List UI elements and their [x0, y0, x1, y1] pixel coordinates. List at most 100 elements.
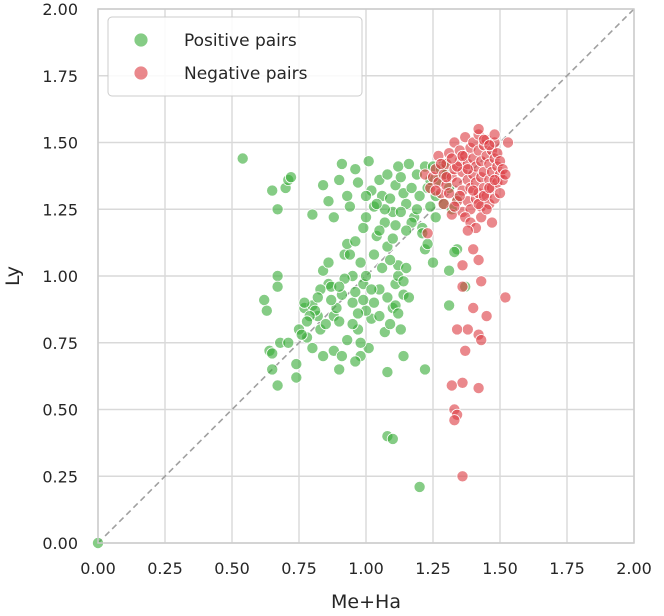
- data-point: [421, 227, 434, 240]
- data-point: [343, 248, 356, 261]
- data-point: [266, 347, 279, 360]
- data-point: [349, 355, 362, 368]
- data-point: [354, 336, 367, 349]
- data-point: [501, 136, 514, 149]
- data-point: [386, 432, 399, 445]
- data-point: [341, 334, 354, 347]
- data-point: [426, 256, 439, 269]
- y-axis-label: Ly: [2, 266, 24, 286]
- data-point: [456, 149, 469, 162]
- data-point: [445, 379, 458, 392]
- data-point: [475, 334, 488, 347]
- series-positive-pairs: [92, 152, 472, 550]
- x-tick-label: 0.50: [214, 559, 250, 578]
- data-point: [467, 301, 480, 314]
- data-point: [461, 224, 474, 237]
- data-point: [456, 376, 469, 389]
- x-tick-label: 1.75: [549, 559, 585, 578]
- data-point: [429, 184, 442, 197]
- data-point: [290, 358, 303, 371]
- data-point: [346, 296, 359, 309]
- data-point: [351, 307, 364, 320]
- data-point: [327, 211, 340, 224]
- data-point: [370, 197, 383, 210]
- data-point: [317, 350, 330, 363]
- data-point: [394, 205, 407, 218]
- data-point: [282, 336, 295, 349]
- data-point: [397, 350, 410, 363]
- data-point: [298, 296, 311, 309]
- data-point: [475, 275, 488, 288]
- data-point: [333, 280, 346, 293]
- data-point: [266, 184, 279, 197]
- data-point: [485, 216, 498, 229]
- x-tick-label: 1.00: [348, 559, 384, 578]
- data-point: [461, 163, 474, 176]
- data-point: [467, 184, 480, 197]
- y-tick-label: 0.25: [42, 467, 78, 486]
- x-tick-label: 2.00: [616, 559, 652, 578]
- data-point: [306, 342, 319, 355]
- data-point: [381, 291, 394, 304]
- legend-marker-positive: [133, 32, 149, 48]
- data-point: [343, 200, 356, 213]
- data-point: [443, 299, 456, 312]
- data-point: [290, 371, 303, 384]
- data-point: [448, 414, 461, 427]
- series-negative-pairs: [418, 123, 514, 483]
- data-point: [472, 123, 485, 136]
- data-point: [456, 259, 469, 272]
- data-point: [389, 219, 402, 232]
- data-point: [354, 256, 367, 269]
- x-tick-label: 0.00: [80, 559, 116, 578]
- data-point: [349, 235, 362, 248]
- data-point: [271, 280, 284, 293]
- legend-box: [107, 16, 363, 97]
- data-point: [456, 470, 469, 483]
- x-tick-label: 1.25: [415, 559, 451, 578]
- data-point: [397, 275, 410, 288]
- data-point: [271, 203, 284, 216]
- legend: Positive pairs Negative pairs: [107, 16, 363, 97]
- data-point: [333, 363, 346, 376]
- data-point: [367, 296, 380, 309]
- data-point: [271, 269, 284, 282]
- data-point: [351, 176, 364, 189]
- data-point: [306, 208, 319, 221]
- data-point: [362, 155, 375, 168]
- data-point: [367, 248, 380, 261]
- data-point: [322, 195, 335, 208]
- data-point: [357, 293, 370, 306]
- x-tick-label: 0.25: [147, 559, 183, 578]
- x-tick-labels: 0.00 0.25 0.50 0.75 1.00 1.25 1.50 1.75 2.00: [80, 559, 652, 578]
- data-point: [271, 379, 284, 392]
- data-point: [335, 350, 348, 363]
- data-point: [365, 283, 378, 296]
- legend-label-positive: Positive pairs: [184, 31, 297, 51]
- data-point: [429, 211, 442, 224]
- data-point: [319, 318, 332, 331]
- y-tick-label: 2.00: [42, 0, 78, 19]
- data-point: [266, 363, 279, 376]
- data-point: [381, 366, 394, 379]
- data-point: [413, 480, 426, 493]
- data-points: [92, 123, 514, 550]
- y-tick-label: 1.75: [42, 67, 78, 86]
- y-tick-label: 1.25: [42, 200, 78, 219]
- data-point: [402, 291, 415, 304]
- data-point: [437, 197, 450, 210]
- data-point: [394, 323, 407, 336]
- data-point: [333, 173, 346, 186]
- data-point: [400, 224, 413, 237]
- x-tick-label: 0.75: [281, 559, 317, 578]
- data-point: [317, 179, 330, 192]
- data-point: [451, 323, 464, 336]
- data-point: [483, 139, 496, 152]
- data-point: [392, 307, 405, 320]
- data-point: [325, 293, 338, 306]
- data-point: [359, 189, 372, 202]
- data-point: [488, 173, 501, 186]
- diagonal-reference-line: [97, 8, 635, 544]
- y-tick-label: 1.50: [42, 134, 78, 153]
